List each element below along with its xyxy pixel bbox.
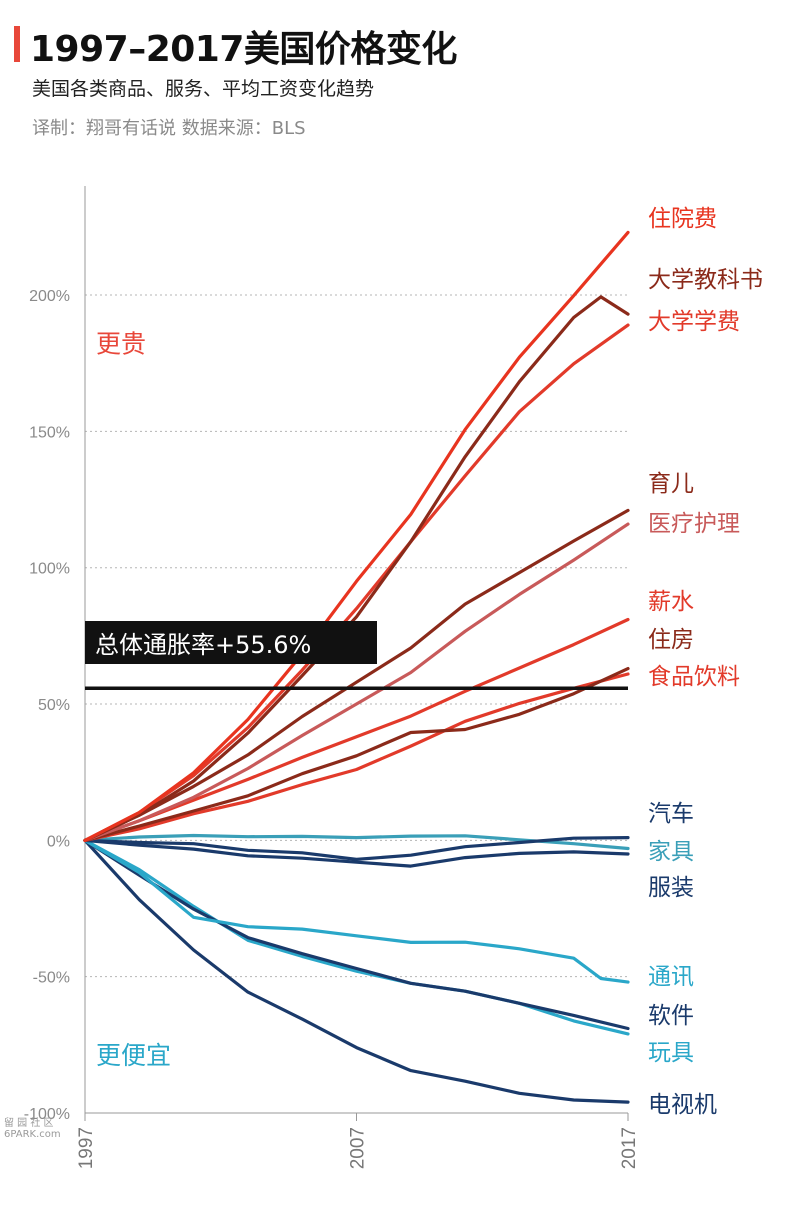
series-line bbox=[83, 617, 630, 842]
page-title: 1997–2017美国价格变化 bbox=[30, 29, 457, 70]
series-label: 家具 bbox=[648, 839, 694, 865]
y-tick-label: 200% bbox=[29, 288, 70, 305]
series-label: 育儿 bbox=[648, 471, 694, 497]
y-tick-label: 0% bbox=[47, 833, 70, 850]
x-tick-label: 2007 bbox=[348, 1127, 369, 1169]
series-label: 大学学费 bbox=[648, 309, 740, 335]
title-accent-bar bbox=[14, 26, 20, 62]
series-label: 服装 bbox=[648, 875, 694, 901]
y-tick-label: 50% bbox=[38, 697, 70, 714]
series-line bbox=[83, 838, 630, 1036]
series-line bbox=[83, 838, 630, 1031]
watermark-line2: 6PARK.com bbox=[4, 1129, 61, 1140]
watermark-line1: 留 园 社 区 bbox=[4, 1118, 54, 1129]
series-line bbox=[83, 230, 630, 842]
y-tick-label: 150% bbox=[29, 424, 70, 441]
series-line bbox=[83, 838, 630, 868]
page-subtitle: 美国各类商品、服务、平均工资变化趋势 bbox=[32, 78, 375, 100]
y-tick-label: 100% bbox=[29, 561, 70, 578]
series-label: 住房 bbox=[648, 627, 694, 653]
series-label: 电视机 bbox=[648, 1092, 717, 1118]
series-line bbox=[83, 667, 630, 842]
series-label: 玩具 bbox=[648, 1040, 694, 1066]
series-line bbox=[83, 508, 630, 842]
source-credit: 译制：翔哥有话说 数据来源：BLS bbox=[32, 118, 306, 139]
series-label: 通讯 bbox=[648, 964, 694, 990]
x-tick-label: 1997 bbox=[76, 1127, 97, 1169]
series-label: 汽车 bbox=[648, 801, 694, 827]
label-cheaper: 更便宜 bbox=[96, 1041, 171, 1070]
overall-inflation-box bbox=[85, 621, 377, 664]
watermark: 留 园 社 区 6PARK.com bbox=[4, 1118, 61, 1140]
series-line bbox=[83, 295, 630, 842]
series-line bbox=[83, 838, 630, 1104]
series-label: 医疗护理 bbox=[648, 511, 740, 537]
label-more-expensive: 更贵 bbox=[96, 329, 146, 358]
series-label: 住院费 bbox=[648, 206, 717, 232]
x-tick-label: 2017 bbox=[619, 1127, 640, 1169]
series-line bbox=[83, 836, 630, 861]
y-tick-label: -100% bbox=[24, 1106, 70, 1123]
series-label: 软件 bbox=[648, 1003, 694, 1029]
y-tick-label: -50% bbox=[33, 970, 70, 987]
series-line bbox=[83, 672, 630, 842]
series-line bbox=[83, 522, 630, 842]
series-label: 食品饮料 bbox=[648, 664, 740, 690]
overall-inflation-label: 总体通胀率+55.6% bbox=[95, 631, 311, 659]
series-line bbox=[83, 838, 630, 984]
series-label: 薪水 bbox=[648, 589, 694, 615]
series-label: 大学教科书 bbox=[648, 267, 763, 293]
